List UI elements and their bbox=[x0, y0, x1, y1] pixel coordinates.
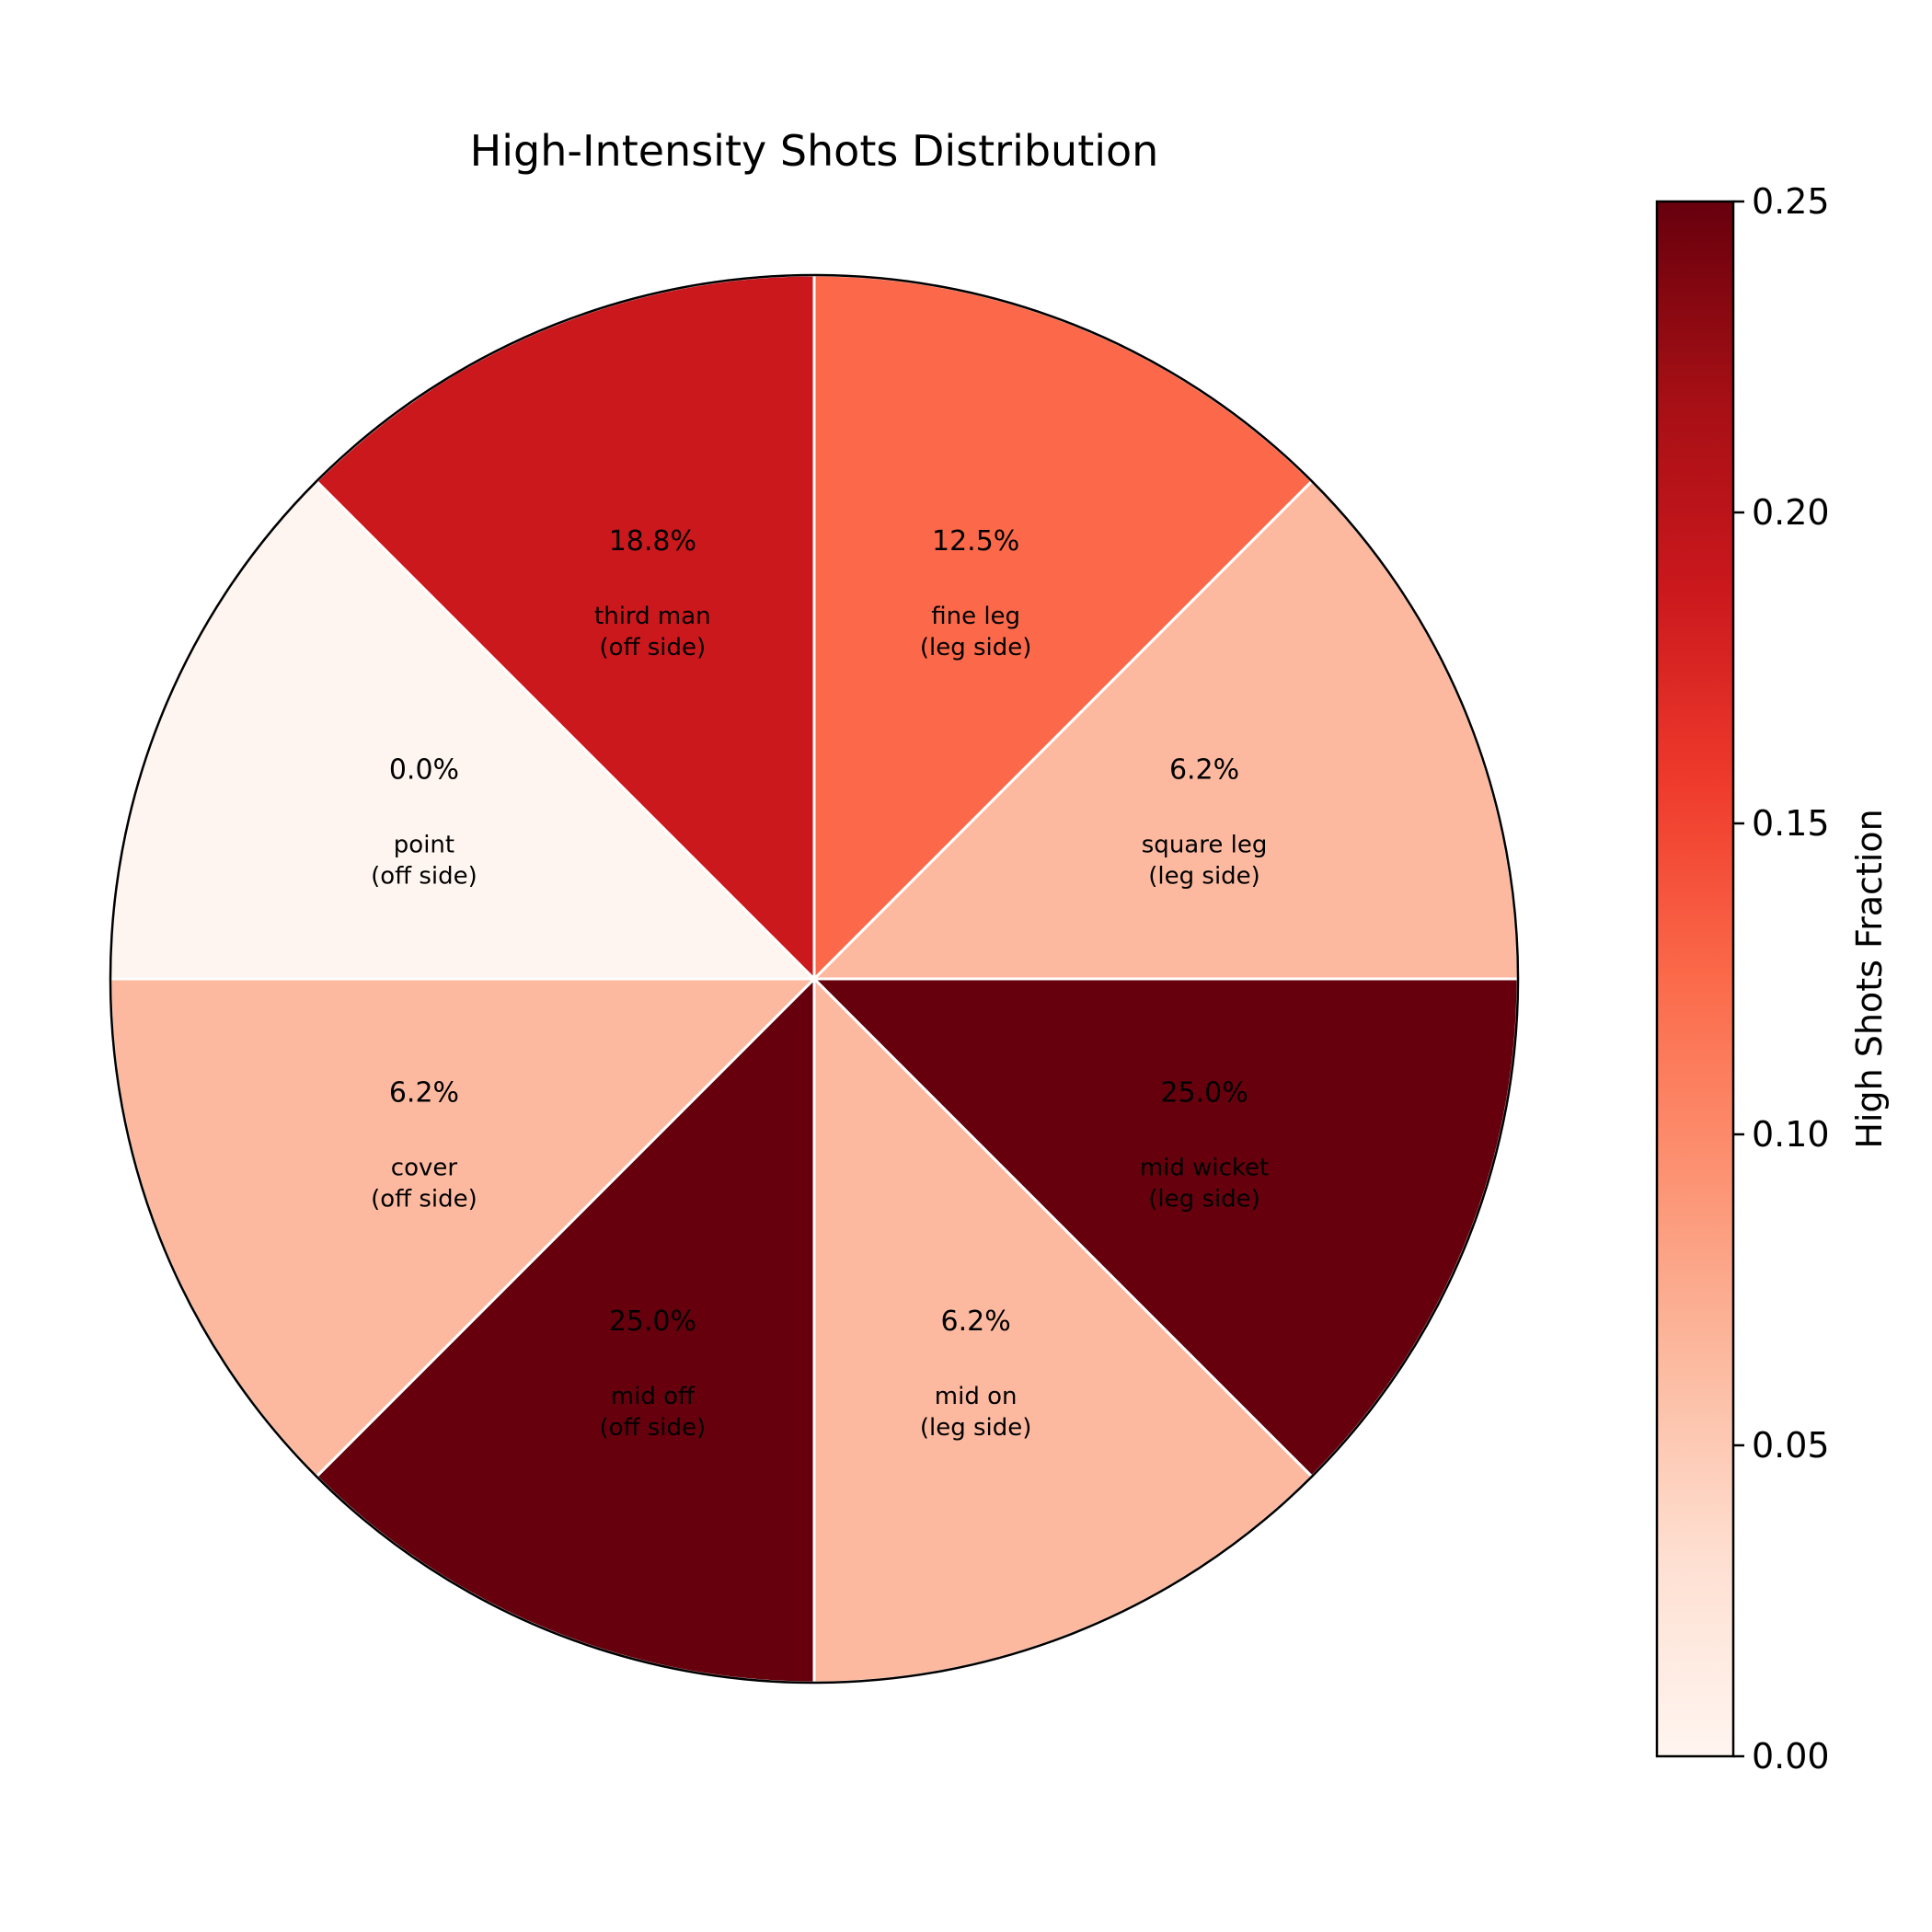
slice-percent-label: 0.0% bbox=[389, 753, 459, 786]
colorbar-tick-label: 0.00 bbox=[1752, 1736, 1830, 1777]
slice-side-label: (leg side) bbox=[920, 634, 1032, 661]
slice-percent-label: 25.0% bbox=[609, 1305, 696, 1338]
slice-side-label: (off side) bbox=[371, 1186, 477, 1213]
colorbar-tick-label: 0.20 bbox=[1752, 492, 1830, 533]
slice-percent-label: 18.8% bbox=[609, 525, 696, 558]
slice-percent-label: 6.2% bbox=[941, 1305, 1011, 1338]
colorbar-gradient bbox=[1655, 200, 1735, 1758]
slice-region-label: fine leg bbox=[931, 603, 1020, 630]
slice-region-label: mid off bbox=[611, 1383, 696, 1410]
slice-side-label: (off side) bbox=[371, 862, 477, 890]
colorbar-tick-label: 0.25 bbox=[1752, 181, 1830, 222]
slice-region-label: mid wicket bbox=[1140, 1155, 1269, 1182]
slice-region-label: cover bbox=[391, 1155, 458, 1182]
slice-side-label: (off side) bbox=[600, 1414, 707, 1442]
pie-outline bbox=[109, 273, 1520, 1685]
slice-region-label: square leg bbox=[1142, 831, 1268, 858]
slice-region-label: point bbox=[394, 831, 454, 858]
colorbar-tick-label: 0.05 bbox=[1752, 1425, 1830, 1466]
slice-side-label: (leg side) bbox=[920, 1414, 1032, 1442]
slice-percent-label: 6.2% bbox=[1169, 753, 1239, 786]
colorbar-ticks: 0.00 0.05 0.10 0.15 0.20 0.25 bbox=[1733, 181, 1830, 1777]
colorbar-label: High Shots Fraction bbox=[1849, 809, 1890, 1148]
slice-region-label: mid on bbox=[935, 1383, 1018, 1410]
chart-title: High-Intensity Shots Distribution bbox=[470, 126, 1159, 176]
slice-side-label: (leg side) bbox=[1148, 862, 1260, 890]
pie-slices bbox=[109, 273, 1520, 1685]
slice-side-label: (off side) bbox=[600, 634, 707, 661]
colorbar: 0.00 0.05 0.10 0.15 0.20 0.25 High Shots Frac… bbox=[1655, 181, 1890, 1777]
slice-region-label: third man bbox=[594, 603, 711, 630]
colorbar-tick-label: 0.10 bbox=[1752, 1114, 1830, 1155]
colorbar-tick-label: 0.15 bbox=[1752, 803, 1830, 844]
slice-percent-label: 6.2% bbox=[389, 1077, 459, 1110]
slice-percent-label: 25.0% bbox=[1160, 1077, 1248, 1110]
slice-side-label: (leg side) bbox=[1148, 1186, 1260, 1213]
slice-labels: 12.5% fine leg (leg side) 6.2% square leg (le… bbox=[371, 525, 1269, 1442]
slice-percent-label: 12.5% bbox=[932, 525, 1019, 558]
